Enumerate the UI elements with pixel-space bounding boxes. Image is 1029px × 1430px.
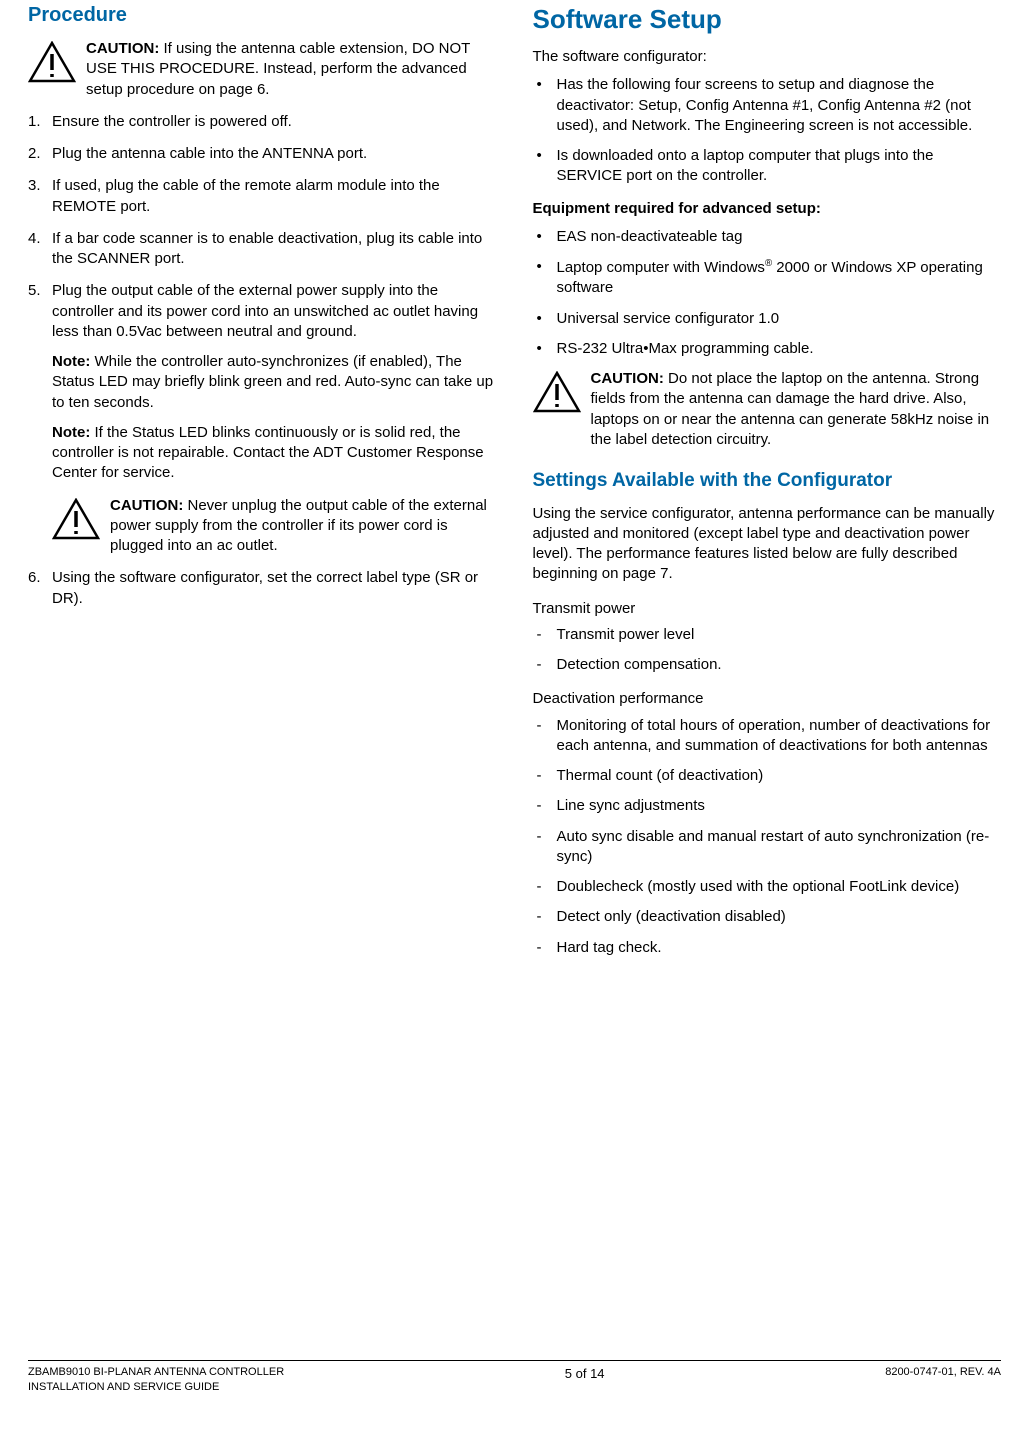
footer-doc-rev: 8200-0747-01, REV. 4A: [885, 1365, 1001, 1380]
equip-2-pre: Laptop computer with Windows: [557, 259, 765, 276]
equip-3-text: Universal service configurator 1.0: [557, 310, 780, 327]
step-3-text: If used, plug the cable of the remote al…: [52, 177, 440, 214]
step-4-text: If a bar code scanner is to enable deact…: [52, 230, 482, 267]
equipment-heading: Equipment required for advanced setup:: [533, 199, 1002, 219]
software-intro: The software configurator:: [533, 47, 1002, 67]
caution-triangle-icon: [533, 371, 581, 419]
page-footer: ZBAMB9010 BI-PLANAR ANTENNA CONTROLLER I…: [28, 1360, 1001, 1395]
deactivation-list: Monitoring of total hours of operation, …: [533, 716, 1002, 958]
caution-block-1: CAUTION: If using the antenna cable exte…: [28, 39, 497, 100]
right-column: Software Setup The software configurator…: [533, 0, 1002, 1340]
caution-label: CAUTION:: [591, 370, 664, 387]
step-2-text: Plug the antenna cable into the ANTENNA …: [52, 145, 367, 162]
deact-3: Line sync adjustments: [533, 796, 1002, 816]
footer-doc-subtitle: INSTALLATION AND SERVICE GUIDE: [28, 1380, 284, 1395]
deact-4: Auto sync disable and manual restart of …: [533, 827, 1002, 868]
step-5-note-2: Note: If the Status LED blinks continuou…: [52, 423, 497, 484]
equip-1: EAS non-deactivateable tag: [533, 227, 1002, 247]
deact-5-text: Doublecheck (mostly used with the option…: [557, 878, 960, 895]
note-text: If the Status LED blinks continuously or…: [52, 424, 484, 482]
deact-2: Thermal count (of deactivation): [533, 766, 1002, 786]
deact-7: Hard tag check.: [533, 938, 1002, 958]
deact-5: Doublecheck (mostly used with the option…: [533, 877, 1002, 897]
footer-doc-title: ZBAMB9010 BI-PLANAR ANTENNA CONTROLLER: [28, 1365, 284, 1380]
left-column: Procedure CAUTION: If using the antenna …: [28, 0, 497, 1340]
caution-label: CAUTION:: [110, 497, 183, 514]
equip-4-text: RS-232 Ultra•Max programming cable.: [557, 340, 814, 357]
step-6: Using the software configurator, set the…: [28, 568, 497, 609]
deact-6-text: Detect only (deactivation disabled): [557, 908, 786, 925]
procedure-steps: Ensure the controller is powered off. Pl…: [28, 112, 497, 609]
deact-6: Detect only (deactivation disabled): [533, 907, 1002, 927]
tx-2-text: Detection compensation.: [557, 656, 722, 673]
page-columns: Procedure CAUTION: If using the antenna …: [28, 0, 1001, 1340]
note-label: Note:: [52, 424, 90, 441]
software-setup-heading: Software Setup: [533, 2, 1002, 37]
equip-2: Laptop computer with Windows® 2000 or Wi…: [533, 257, 1002, 299]
step-1: Ensure the controller is powered off.: [28, 112, 497, 132]
equip-3: Universal service configurator 1.0: [533, 309, 1002, 329]
step-2: Plug the antenna cable into the ANTENNA …: [28, 144, 497, 164]
footer-page-number: 5 of 14: [284, 1365, 885, 1383]
caution-block-3: CAUTION: Do not place the laptop on the …: [533, 369, 1002, 450]
deactivation-head: Deactivation performance: [533, 689, 1002, 709]
bullet-1: Has the following four screens to setup …: [533, 75, 1002, 136]
step-3: If used, plug the cable of the remote al…: [28, 176, 497, 217]
bullet-1-text: Has the following four screens to setup …: [557, 76, 973, 134]
deact-2-text: Thermal count (of deactivation): [557, 767, 764, 784]
equip-4: RS-232 Ultra•Max programming cable.: [533, 339, 1002, 359]
step-6-text: Using the software configurator, set the…: [52, 569, 478, 606]
deact-1-text: Monitoring of total hours of operation, …: [557, 717, 991, 754]
note-text: While the controller auto-synchronizes (…: [52, 353, 493, 411]
tx-1-text: Transmit power level: [557, 626, 695, 643]
step-1-text: Ensure the controller is powered off.: [52, 113, 292, 130]
caution-text-1: CAUTION: If using the antenna cable exte…: [86, 39, 497, 100]
caution-label: CAUTION:: [86, 40, 159, 57]
step-5-text: Plug the output cable of the external po…: [52, 282, 478, 340]
bullet-2: Is downloaded onto a laptop computer tha…: [533, 146, 1002, 187]
equip-1-text: EAS non-deactivateable tag: [557, 228, 743, 245]
step-5-note-1: Note: While the controller auto-synchron…: [52, 352, 497, 413]
transmit-power-head: Transmit power: [533, 599, 1002, 619]
caution-text-3: CAUTION: Do not place the laptop on the …: [591, 369, 1002, 450]
caution-text-2: CAUTION: Never unplug the output cable o…: [110, 496, 497, 557]
deact-4-text: Auto sync disable and manual restart of …: [557, 828, 990, 865]
software-bullets: Has the following four screens to setup …: [533, 75, 1002, 186]
note-label: Note:: [52, 353, 90, 370]
step-4: If a bar code scanner is to enable deact…: [28, 229, 497, 270]
bullet-2-text: Is downloaded onto a laptop computer tha…: [557, 147, 934, 184]
deact-7-text: Hard tag check.: [557, 939, 662, 956]
equipment-bullets: EAS non-deactivateable tag Laptop comput…: [533, 227, 1002, 359]
tx-1: Transmit power level: [533, 625, 1002, 645]
footer-left: ZBAMB9010 BI-PLANAR ANTENNA CONTROLLER I…: [28, 1365, 284, 1395]
step-5: Plug the output cable of the external po…: [28, 281, 497, 556]
caution-triangle-icon: [52, 498, 100, 546]
caution-block-2: CAUTION: Never unplug the output cable o…: [52, 496, 497, 557]
deact-1: Monitoring of total hours of operation, …: [533, 716, 1002, 757]
settings-heading: Settings Available with the Configurator: [533, 468, 1002, 494]
deact-3-text: Line sync adjustments: [557, 797, 705, 814]
transmit-power-list: Transmit power level Detection compensat…: [533, 625, 1002, 676]
procedure-heading: Procedure: [28, 2, 497, 29]
settings-intro: Using the service configurator, antenna …: [533, 504, 1002, 585]
caution-triangle-icon: [28, 41, 76, 89]
tx-2: Detection compensation.: [533, 655, 1002, 675]
